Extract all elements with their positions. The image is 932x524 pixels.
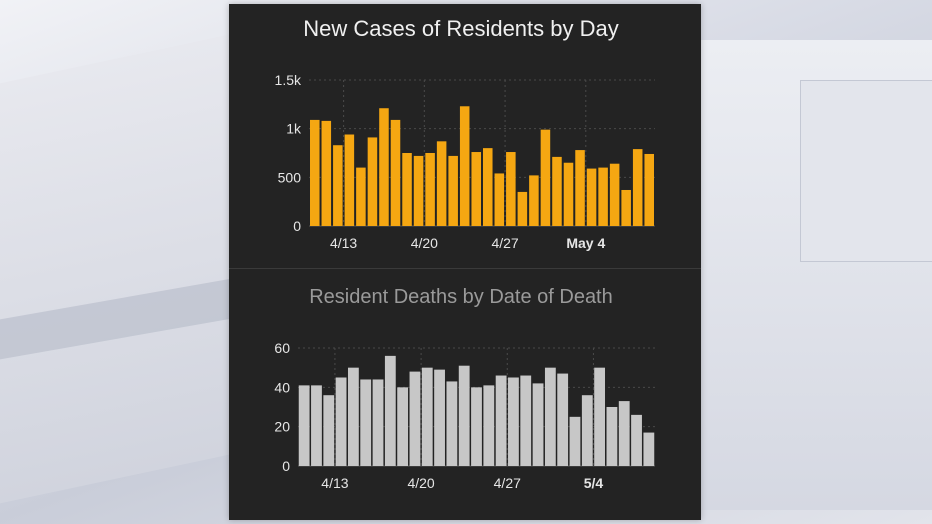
cases-bar <box>494 173 505 226</box>
cases-bars <box>310 106 654 226</box>
deaths-x-tick-label: 4/13 <box>321 475 348 491</box>
deaths-chart-title: Resident Deaths by Date of Death <box>309 286 613 308</box>
deaths-bar <box>483 385 495 466</box>
cases-bar <box>402 153 412 226</box>
deaths-bar <box>557 373 569 466</box>
deaths-y-tick-label: 60 <box>274 340 290 356</box>
cases-bar <box>356 167 366 226</box>
cases-bar <box>390 119 401 226</box>
deaths-bar <box>298 385 310 466</box>
cases-bar <box>540 129 551 226</box>
deaths-y-tick-label: 40 <box>274 379 290 395</box>
cases-x-tick-label: 4/20 <box>411 235 438 251</box>
cases-y-tick-label: 500 <box>278 169 302 185</box>
cases-bar <box>644 153 654 226</box>
cases-bar <box>321 120 332 226</box>
deaths-y-tick-label: 20 <box>274 419 290 435</box>
deaths-bar <box>421 367 433 466</box>
cases-bar <box>344 134 355 226</box>
cases-bar <box>483 148 493 226</box>
cases-bar <box>563 162 574 226</box>
deaths-bar <box>372 379 384 466</box>
cases-x-tick-label: 4/27 <box>491 235 518 251</box>
deaths-bar <box>520 375 532 466</box>
cases-bar <box>506 152 516 226</box>
cases-y-tick-label: 1k <box>286 121 302 137</box>
cases-bar <box>517 191 528 226</box>
cases-bar <box>586 168 597 226</box>
cases-bar <box>471 152 481 226</box>
cases-x-ticks: 4/13 4/20 4/27 May 4 <box>330 235 605 251</box>
deaths-bar <box>446 381 458 466</box>
deaths-x-tick-label: 4/20 <box>407 475 434 491</box>
deaths-y-tick-label: 0 <box>282 458 290 474</box>
deaths-x-tick-label: 5/4 <box>584 475 604 491</box>
deaths-bar <box>581 395 593 466</box>
cases-x-tick-label: May 4 <box>566 235 605 251</box>
cases-bar <box>575 150 585 226</box>
cases-bar <box>632 149 643 226</box>
cases-bar <box>413 155 424 226</box>
deaths-bar <box>323 395 335 466</box>
deaths-bar <box>409 371 421 466</box>
deaths-bar <box>434 369 445 466</box>
deaths-bar <box>532 383 544 466</box>
deaths-bar <box>594 367 606 466</box>
deaths-bar <box>544 367 556 466</box>
cases-bar <box>425 153 435 226</box>
panel-divider <box>229 268 701 269</box>
cases-bar <box>529 175 539 226</box>
deaths-bar <box>335 377 347 466</box>
cases-x-tick-label: 4/13 <box>330 235 357 251</box>
cases-y-tick-label: 1.5k <box>275 72 302 88</box>
deaths-bar <box>569 416 581 466</box>
deaths-bar <box>458 365 470 466</box>
background-right-box <box>800 80 932 262</box>
deaths-bar <box>631 414 642 466</box>
deaths-x-tick-label: 4/27 <box>494 475 521 491</box>
cases-chart-title: New Cases of Residents by Day <box>303 16 618 41</box>
cases-bar <box>448 155 458 226</box>
cases-bar <box>552 156 562 226</box>
cases-bar <box>379 108 389 226</box>
deaths-bars <box>298 355 655 466</box>
cases-bar <box>333 145 343 226</box>
deaths-x-ticks: 4/13 4/20 4/27 5/4 <box>321 475 603 491</box>
cases-bar <box>621 189 631 226</box>
deaths-bar <box>606 407 618 466</box>
cases-bar <box>609 163 620 226</box>
deaths-bar <box>643 432 655 466</box>
cases-bar <box>436 141 447 226</box>
cases-bar <box>459 106 470 226</box>
cases-grid <box>309 79 655 227</box>
cases-bar <box>598 167 608 226</box>
cases-bar <box>367 137 378 226</box>
deaths-bar <box>495 375 507 466</box>
deaths-bar <box>397 387 409 466</box>
cases-bar <box>310 119 320 226</box>
deaths-bar <box>347 367 359 466</box>
deaths-bar <box>471 387 482 466</box>
cases-y-tick-label: 0 <box>293 218 301 234</box>
deaths-bar <box>384 355 396 466</box>
deaths-bar <box>618 401 630 466</box>
deaths-bar <box>508 377 519 466</box>
deaths-bar <box>311 385 322 466</box>
deaths-y-ticks: 0 20 40 60 <box>274 340 290 474</box>
cases-y-ticks: 0 500 1k 1.5k <box>275 72 302 234</box>
deaths-bar <box>360 379 372 466</box>
